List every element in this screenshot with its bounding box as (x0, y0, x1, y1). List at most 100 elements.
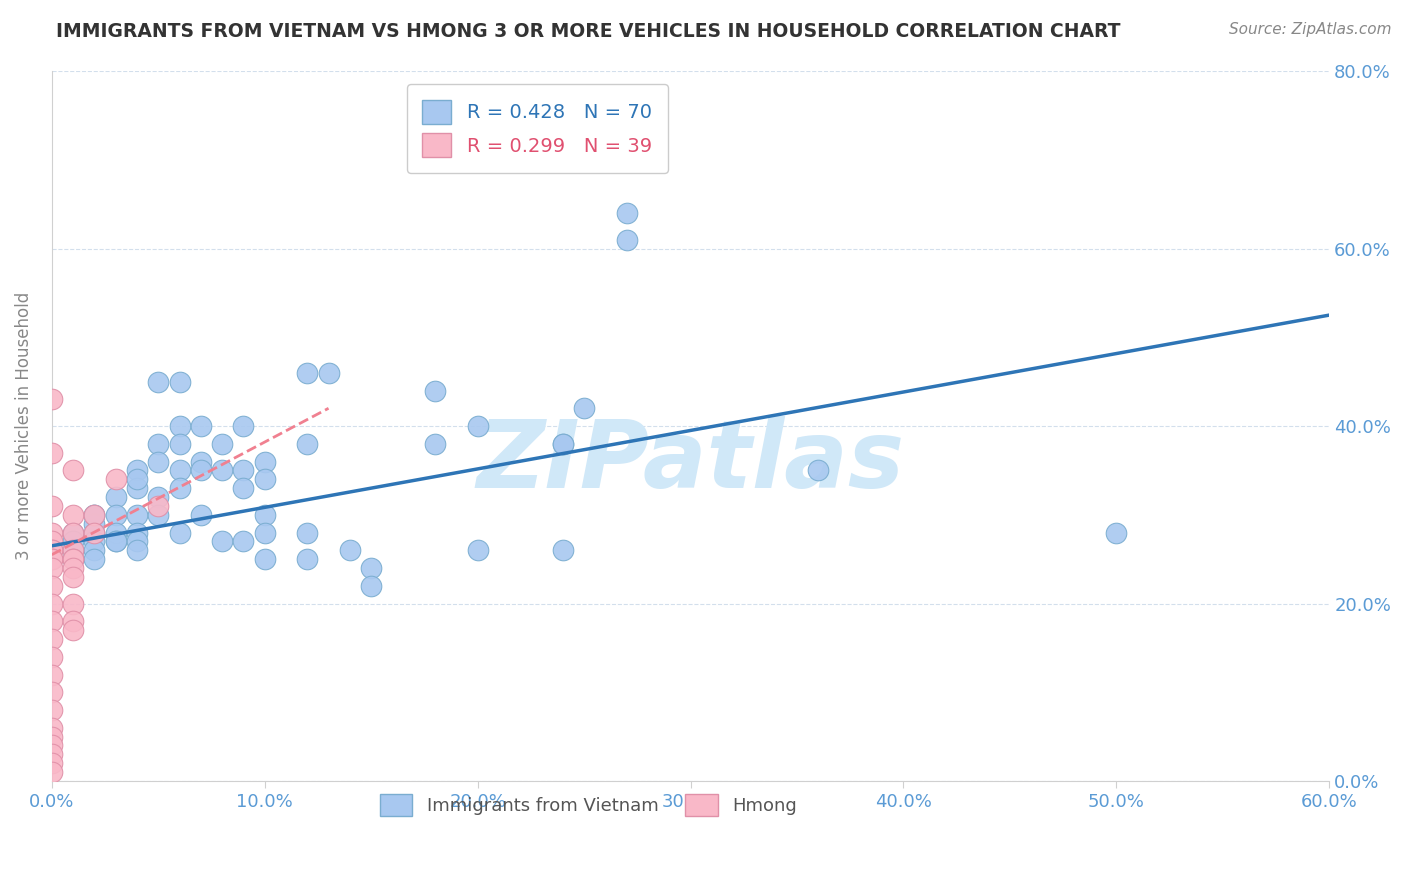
Point (41, 765, 63, 780)
Point (41, 392, 63, 407)
Point (41, 543, 63, 558)
Point (169, 463, 191, 477)
Point (253, 472, 276, 486)
Point (62, 525, 84, 540)
Point (125, 481, 148, 495)
Point (62, 543, 84, 558)
Point (297, 525, 319, 540)
Point (211, 463, 233, 477)
Point (232, 463, 254, 477)
Point (148, 437, 170, 451)
Point (148, 508, 170, 522)
Point (41, 721, 63, 735)
Point (318, 366, 340, 380)
Point (62, 614, 84, 628)
Point (190, 454, 212, 468)
Point (83, 508, 105, 522)
Point (104, 472, 127, 486)
Point (104, 534, 127, 549)
Point (62, 525, 84, 540)
Point (190, 463, 212, 477)
Legend: Immigrants from Vietnam, Hmong: Immigrants from Vietnam, Hmong (371, 785, 806, 825)
Point (41, 525, 63, 540)
Point (360, 561, 382, 575)
Point (104, 490, 127, 504)
Point (41, 499, 63, 513)
Point (807, 463, 830, 477)
Point (41, 703, 63, 717)
Point (169, 525, 191, 540)
Point (211, 437, 233, 451)
Point (169, 375, 191, 389)
Point (190, 419, 212, 434)
Y-axis label: 3 or more Vehicles in Household: 3 or more Vehicles in Household (15, 292, 32, 560)
Point (41, 597, 63, 611)
Point (41, 614, 63, 628)
Point (62, 597, 84, 611)
Point (62, 543, 84, 558)
Point (297, 437, 319, 451)
Point (41, 445, 63, 459)
Point (62, 552, 84, 566)
Point (41, 552, 63, 566)
Point (41, 552, 63, 566)
Point (83, 508, 105, 522)
Point (83, 543, 105, 558)
Point (83, 516, 105, 531)
Point (83, 552, 105, 566)
Point (423, 384, 446, 398)
Point (253, 508, 276, 522)
Point (125, 543, 148, 558)
Point (83, 534, 105, 549)
Point (125, 472, 148, 486)
Point (551, 437, 574, 451)
Point (41, 667, 63, 681)
Point (616, 206, 638, 220)
Point (125, 463, 148, 477)
Point (41, 739, 63, 753)
Point (62, 561, 84, 575)
Point (1105, 525, 1128, 540)
Point (148, 499, 170, 513)
Point (616, 233, 638, 247)
Point (169, 419, 191, 434)
Point (41, 747, 63, 762)
Text: IMMIGRANTS FROM VIETNAM VS HMONG 3 OR MORE VEHICLES IN HOUSEHOLD CORRELATION CHA: IMMIGRANTS FROM VIETNAM VS HMONG 3 OR MO… (56, 22, 1121, 41)
Point (83, 525, 105, 540)
Point (62, 552, 84, 566)
Point (41, 632, 63, 646)
Text: Source: ZipAtlas.com: Source: ZipAtlas.com (1229, 22, 1392, 37)
Point (41, 534, 63, 549)
Point (339, 543, 361, 558)
Point (232, 419, 254, 434)
Point (125, 534, 148, 549)
Point (232, 534, 254, 549)
Point (41, 730, 63, 744)
Point (125, 508, 148, 522)
Point (360, 579, 382, 593)
Point (104, 534, 127, 549)
Point (169, 481, 191, 495)
Point (148, 375, 170, 389)
Point (423, 437, 446, 451)
Point (232, 481, 254, 495)
Point (467, 419, 489, 434)
Point (551, 543, 574, 558)
Point (467, 543, 489, 558)
Point (41, 561, 63, 575)
Point (62, 623, 84, 637)
Point (169, 437, 191, 451)
Point (297, 366, 319, 380)
Point (211, 534, 233, 549)
Point (41, 543, 63, 558)
Point (104, 508, 127, 522)
Point (148, 490, 170, 504)
Point (62, 552, 84, 566)
Point (572, 401, 595, 416)
Point (62, 508, 84, 522)
Point (83, 525, 105, 540)
Point (253, 454, 276, 468)
Point (190, 508, 212, 522)
Point (62, 570, 84, 584)
Point (41, 579, 63, 593)
